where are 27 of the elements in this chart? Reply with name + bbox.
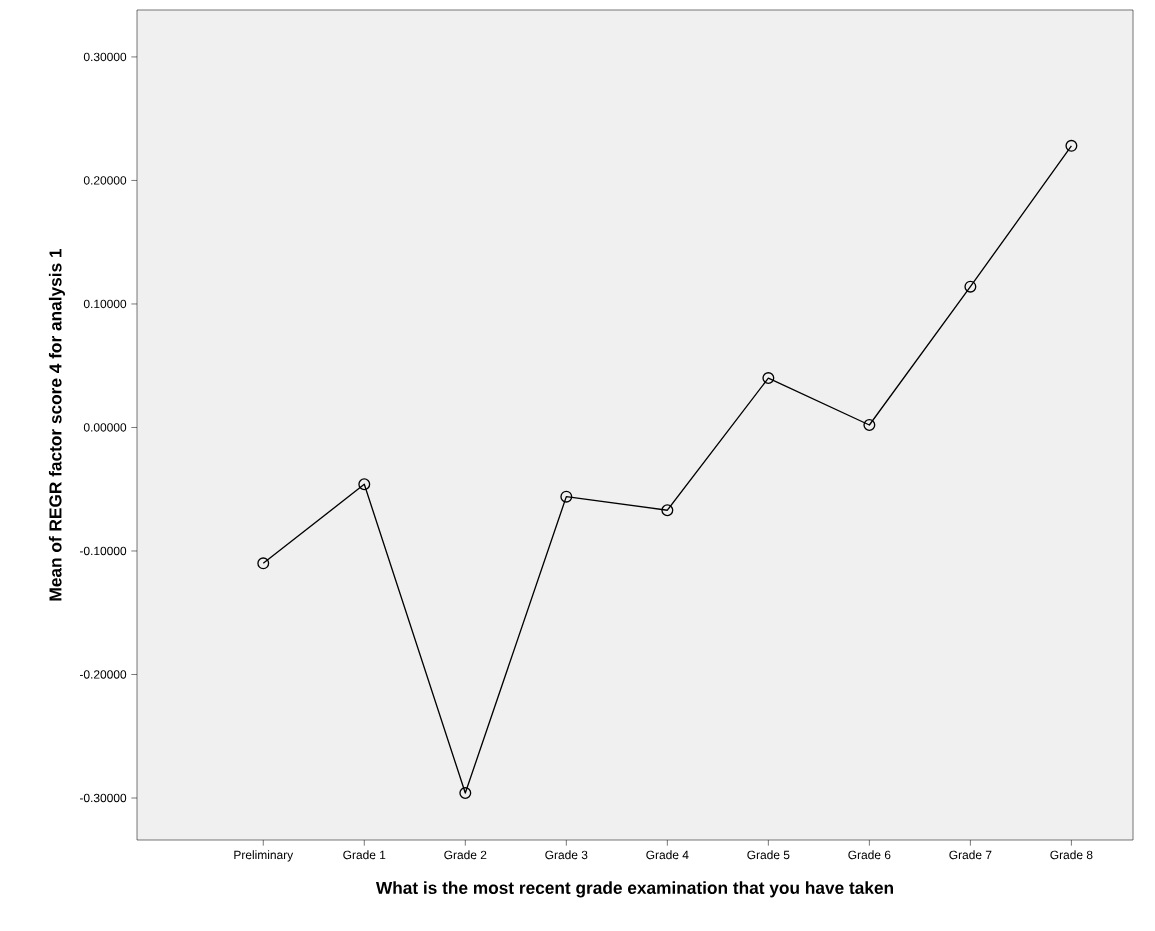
point xyxy=(863,418,876,431)
x-tick-label: Grade 4 xyxy=(646,850,689,860)
y-axis-title: Mean of REGR factor score 4 for analysis 1 xyxy=(48,248,65,601)
x-tick-label: Grade 3 xyxy=(545,850,588,860)
y-tick-label: -0.10000 xyxy=(79,546,127,556)
point xyxy=(762,372,775,385)
point xyxy=(661,504,674,517)
x-tick-label: Grade 6 xyxy=(848,850,891,860)
x-tick-label: Grade 1 xyxy=(343,850,386,860)
y-tick-label: 0.00000 xyxy=(83,423,127,432)
y-tick-label: 0.30000 xyxy=(83,52,127,62)
x-tick-label: Preliminary xyxy=(234,850,294,862)
point xyxy=(358,478,371,491)
point xyxy=(459,787,472,800)
point xyxy=(1065,139,1078,152)
x-tick-label: Grade 5 xyxy=(747,850,790,860)
point xyxy=(257,557,270,570)
point xyxy=(964,280,977,293)
x-tick-label: Grade 2 xyxy=(444,850,487,860)
y-tick-label: 0.10000 xyxy=(83,299,127,309)
x-tick-label: Grade 8 xyxy=(1050,850,1093,860)
x-tick-label: Grade 7 xyxy=(949,850,992,860)
x-axis-title: What is the most recent grade examination that you have taken xyxy=(375,881,893,898)
point xyxy=(560,490,573,503)
y-tick-label: -0.30000 xyxy=(79,793,127,803)
y-tick-label: -0.20000 xyxy=(79,670,127,679)
y-tick-label: 0.20000 xyxy=(83,176,127,185)
